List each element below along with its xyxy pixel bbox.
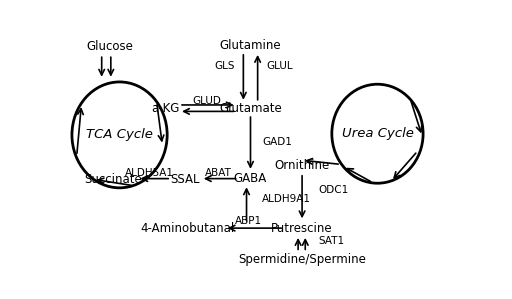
- Text: ALDH5A1: ALDH5A1: [125, 168, 174, 178]
- Text: ALDH9A1: ALDH9A1: [262, 194, 311, 204]
- Text: GABA: GABA: [234, 172, 267, 185]
- Text: ODC1: ODC1: [318, 185, 348, 195]
- Text: SAT1: SAT1: [318, 236, 344, 246]
- Text: Urea Cycle: Urea Cycle: [342, 127, 413, 140]
- Text: GLUL: GLUL: [266, 61, 293, 71]
- Text: Succinate: Succinate: [84, 173, 142, 186]
- Text: ABAT: ABAT: [204, 168, 231, 178]
- Text: Ornithine: Ornithine: [274, 159, 330, 173]
- Text: SSAL: SSAL: [170, 173, 200, 186]
- Text: a-KG: a-KG: [151, 102, 179, 115]
- Text: Putrescine: Putrescine: [271, 222, 333, 235]
- Text: TCA Cycle: TCA Cycle: [86, 128, 153, 141]
- Text: Glutamine: Glutamine: [220, 39, 281, 52]
- Text: GLS: GLS: [214, 61, 234, 71]
- Text: Glucose: Glucose: [86, 40, 133, 53]
- Text: ABP1: ABP1: [235, 216, 262, 225]
- Text: Glutamate: Glutamate: [219, 102, 282, 115]
- Text: 4-Aminobutanal: 4-Aminobutanal: [140, 222, 234, 235]
- Text: Spermidine/Spermine: Spermidine/Spermine: [238, 253, 366, 266]
- Text: GAD1: GAD1: [262, 137, 292, 147]
- Text: GLUD: GLUD: [193, 97, 221, 106]
